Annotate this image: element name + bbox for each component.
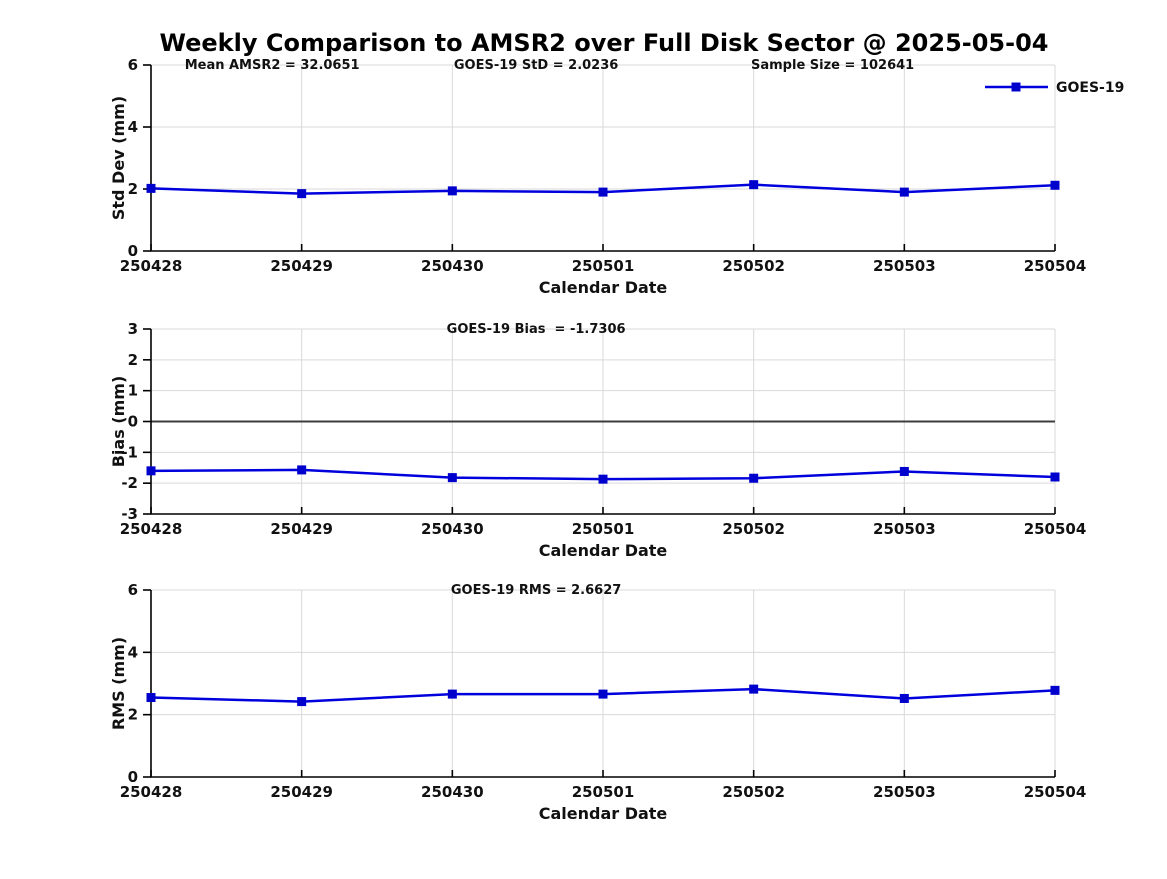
x-axis-label: Calendar Date xyxy=(539,541,668,560)
data-point-marker xyxy=(297,697,307,707)
x-axis-label: Calendar Date xyxy=(539,804,668,823)
x-tick-label: 250428 xyxy=(120,257,183,275)
annotation-text: GOES-19 Bias = -1.7306 xyxy=(447,322,626,337)
y-tick-label: 0 xyxy=(128,413,138,431)
x-tick-label: 250428 xyxy=(120,783,183,801)
x-tick-label: 250504 xyxy=(1024,783,1087,801)
data-point-marker xyxy=(899,187,909,197)
x-tick-label: 250502 xyxy=(722,257,785,275)
data-point-marker xyxy=(447,473,457,483)
x-tick-label: 250501 xyxy=(572,257,635,275)
data-point-marker xyxy=(598,187,608,197)
y-tick-label: 2 xyxy=(128,180,138,198)
y-tick-label: 6 xyxy=(128,56,138,74)
data-point-marker xyxy=(146,466,156,476)
data-point-marker xyxy=(297,189,307,199)
data-point-marker xyxy=(447,689,457,699)
y-tick-label: 3 xyxy=(128,320,138,338)
x-tick-label: 250503 xyxy=(873,520,936,538)
annotation-text: GOES-19 RMS = 2.6627 xyxy=(451,583,621,598)
annotation-text: GOES-19 StD = 2.0236 xyxy=(454,58,618,73)
x-tick-label: 250504 xyxy=(1024,520,1087,538)
x-tick-label: 250429 xyxy=(270,783,333,801)
data-point-marker xyxy=(749,473,759,483)
legend-marker-sample xyxy=(1011,82,1021,92)
y-tick-label: -3 xyxy=(121,505,138,523)
x-tick-label: 250502 xyxy=(722,783,785,801)
x-tick-label: 250429 xyxy=(270,257,333,275)
x-tick-label: 250501 xyxy=(572,783,635,801)
data-point-marker xyxy=(146,693,156,703)
y-tick-label: -2 xyxy=(121,474,138,492)
legend-label: GOES-19 xyxy=(1056,80,1124,96)
x-tick-label: 250430 xyxy=(421,783,484,801)
x-tick-label: 250501 xyxy=(572,520,635,538)
data-point-marker xyxy=(447,186,457,196)
x-tick-label: 250504 xyxy=(1024,257,1087,275)
data-point-marker xyxy=(1050,472,1060,482)
y-tick-label: 0 xyxy=(128,242,138,260)
data-point-marker xyxy=(297,465,307,475)
y-tick-label: 4 xyxy=(128,118,138,136)
data-point-marker xyxy=(146,183,156,193)
x-tick-label: 250428 xyxy=(120,520,183,538)
x-tick-label: 250430 xyxy=(421,257,484,275)
x-tick-label: 250429 xyxy=(270,520,333,538)
y-tick-label: 4 xyxy=(128,643,138,661)
y-tick-label: 2 xyxy=(128,706,138,724)
y-axis-label: Std Dev (mm) xyxy=(109,96,128,220)
x-axis-label: Calendar Date xyxy=(539,278,668,297)
x-tick-label: 250503 xyxy=(873,257,936,275)
chart-title: Weekly Comparison to AMSR2 over Full Dis… xyxy=(159,29,1049,57)
y-axis-label: RMS (mm) xyxy=(109,637,128,730)
y-tick-label: -1 xyxy=(121,443,138,461)
y-tick-label: 1 xyxy=(128,382,138,400)
data-point-marker xyxy=(899,466,909,476)
annotation-text: Sample Size = 102641 xyxy=(751,58,914,73)
annotation-text: Mean AMSR2 = 32.0651 xyxy=(185,58,360,73)
y-tick-label: 6 xyxy=(128,581,138,599)
data-point-marker xyxy=(598,689,608,699)
y-tick-label: 2 xyxy=(128,351,138,369)
data-point-marker xyxy=(899,693,909,703)
x-tick-label: 250503 xyxy=(873,783,936,801)
data-point-marker xyxy=(598,474,608,484)
y-tick-label: 0 xyxy=(128,768,138,786)
x-tick-label: 250502 xyxy=(722,520,785,538)
y-axis-label: Bias (mm) xyxy=(109,376,128,468)
x-tick-label: 250430 xyxy=(421,520,484,538)
data-point-marker xyxy=(749,684,759,694)
data-point-marker xyxy=(1050,180,1060,190)
data-point-marker xyxy=(1050,685,1060,695)
data-point-marker xyxy=(749,180,759,190)
